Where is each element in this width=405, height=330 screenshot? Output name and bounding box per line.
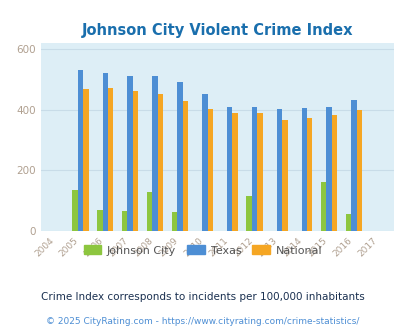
Bar	[306, 118, 312, 231]
Text: © 2025 CityRating.com - https://www.cityrating.com/crime-statistics/: © 2025 CityRating.com - https://www.city…	[46, 317, 359, 326]
Bar	[331, 115, 337, 231]
Bar	[257, 113, 262, 231]
Text: Crime Index corresponds to incidents per 100,000 inhabitants: Crime Index corresponds to incidents per…	[41, 292, 364, 302]
Bar	[147, 192, 152, 231]
Bar	[122, 211, 127, 231]
Bar	[281, 120, 287, 231]
Bar	[77, 70, 83, 231]
Bar	[301, 108, 306, 231]
Bar	[177, 82, 182, 231]
Bar	[232, 113, 237, 231]
Bar	[83, 89, 88, 231]
Bar	[158, 94, 163, 231]
Bar	[345, 214, 350, 231]
Bar	[226, 107, 232, 231]
Bar	[127, 76, 132, 231]
Bar	[320, 182, 326, 231]
Bar	[246, 196, 251, 231]
Bar	[326, 107, 331, 231]
Bar	[171, 212, 177, 231]
Bar	[72, 190, 77, 231]
Bar	[108, 88, 113, 231]
Bar	[182, 101, 188, 231]
Bar	[152, 76, 158, 231]
Legend: Johnson City, Texas, National: Johnson City, Texas, National	[79, 241, 326, 260]
Bar	[97, 210, 102, 231]
Bar	[276, 109, 281, 231]
Bar	[132, 90, 138, 231]
Bar	[251, 107, 257, 231]
Bar	[356, 110, 361, 231]
Bar	[350, 100, 356, 231]
Bar	[102, 73, 108, 231]
Title: Johnson City Violent Crime Index: Johnson City Violent Crime Index	[81, 22, 352, 38]
Bar	[202, 94, 207, 231]
Bar	[207, 109, 213, 231]
